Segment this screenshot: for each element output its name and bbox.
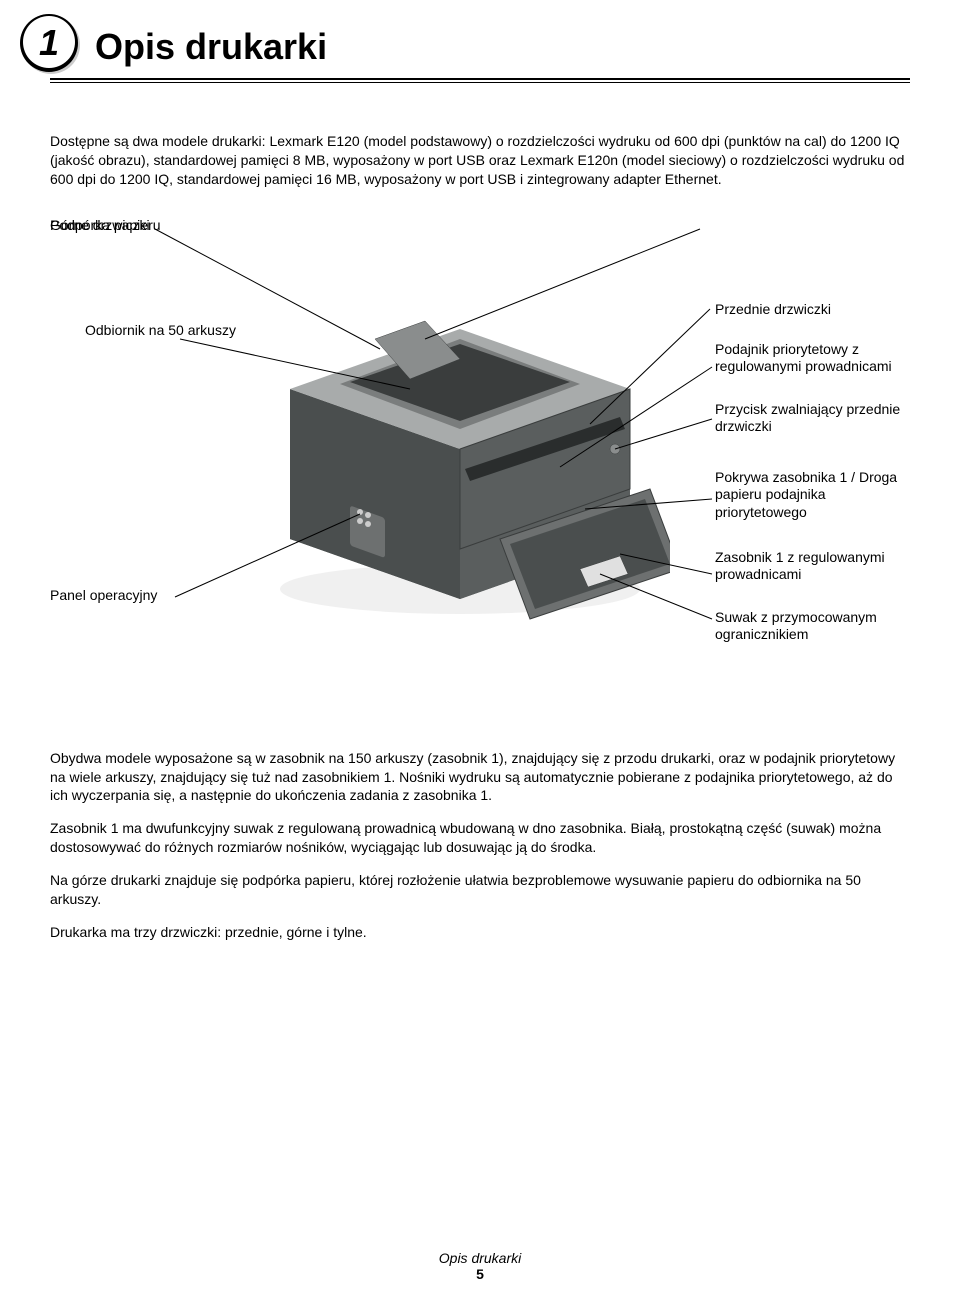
label-release-button: Przycisk zwalniający przednie drzwiczki	[715, 401, 915, 436]
chapter-header: 1 Opis drukarki	[50, 20, 910, 92]
intro-paragraph: Dostępne są dwa modele drukarki: Lexmark…	[50, 132, 910, 189]
footer-title: Opis drukarki	[0, 1250, 960, 1266]
chapter-badge: 1	[20, 14, 78, 72]
paragraph-4: Drukarka ma trzy drzwiczki: przednie, gó…	[50, 923, 910, 942]
paragraph-3: Na górze drukarki znajduje się podpórka …	[50, 871, 910, 909]
label-priority-feeder: Podajnik priorytetowy z regulowanymi pro…	[715, 341, 915, 376]
chapter-title: Opis drukarki	[50, 20, 910, 68]
label-tray1-cover: Pokrywa zasobnika 1 / Droga papieru poda…	[715, 469, 915, 522]
label-slider: Suwak z przymocowanym ogranicznikiem	[715, 609, 915, 644]
page-number: 5	[0, 1266, 960, 1282]
label-operator-panel: Panel operacyjny	[50, 587, 210, 605]
page-footer: Opis drukarki 5	[0, 1250, 960, 1282]
printer-illustration	[250, 269, 670, 629]
chapter-number: 1	[39, 22, 59, 64]
paragraph-1: Obydwa modele wyposażone są w zasobnik n…	[50, 749, 910, 806]
label-paper-support: Podpórka papieru	[50, 217, 250, 235]
label-tray1: Zasobnik 1 z regulowanymi prowadnicami	[715, 549, 915, 584]
printer-diagram: Górne drzwiczki Odbiornik na 50 arkuszy …	[50, 209, 910, 719]
label-output-bin: Odbiornik na 50 arkuszy	[85, 322, 245, 340]
paragraph-2: Zasobnik 1 ma dwufunkcyjny suwak z regul…	[50, 819, 910, 857]
label-front-door: Przednie drzwiczki	[715, 301, 915, 319]
divider-lines	[50, 78, 910, 92]
